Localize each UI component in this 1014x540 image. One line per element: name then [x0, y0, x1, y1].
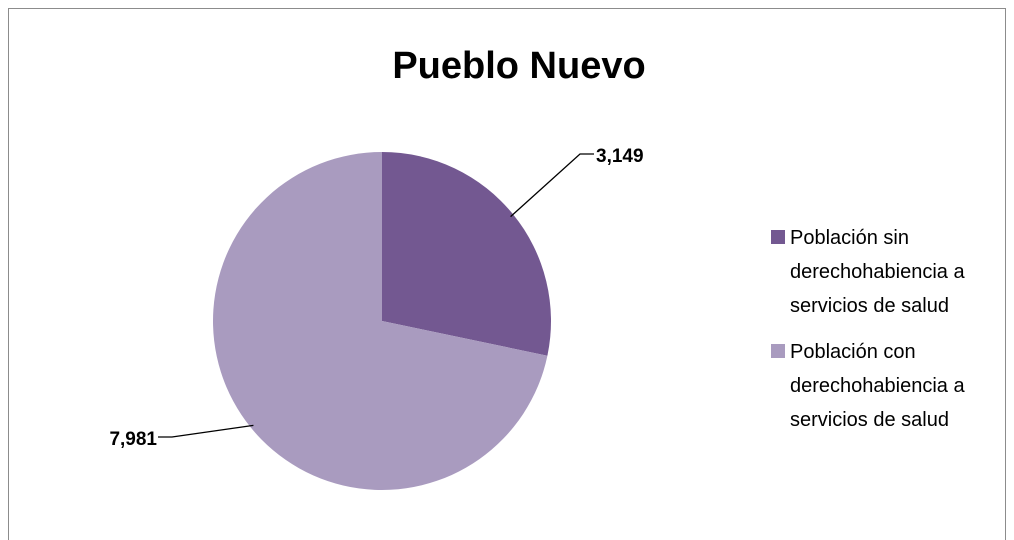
- legend-label-1-line-2: derechohabiencia a: [790, 261, 965, 283]
- leader-lines: [158, 153, 594, 438]
- legend-label-1-line-3: servicios de salud: [790, 295, 949, 317]
- leader-line-1: [510, 153, 594, 218]
- legend-label-2-line-2: derechohabiencia a: [790, 375, 965, 397]
- leader-line-2: [158, 424, 254, 438]
- legend: Población sin derechohabiencia a servicios…: [771, 227, 965, 431]
- legend-swatch-2: [771, 344, 785, 358]
- pie-slice-2: [213, 152, 548, 490]
- pie-slice-1: [382, 152, 551, 356]
- legend-label-1-line-1: Población sin: [790, 227, 909, 249]
- legend-label-2-line-3: servicios de salud: [790, 409, 949, 431]
- data-label-2: 7,981: [109, 429, 157, 450]
- legend-swatch-1: [771, 230, 785, 244]
- data-labels: 3,149 7,981: [109, 146, 643, 450]
- legend-label-2-line-1: Población con: [790, 341, 916, 363]
- pie-slices: [213, 152, 551, 490]
- chart-title: Pueblo Nuevo: [392, 45, 645, 87]
- data-label-1: 3,149: [596, 146, 644, 167]
